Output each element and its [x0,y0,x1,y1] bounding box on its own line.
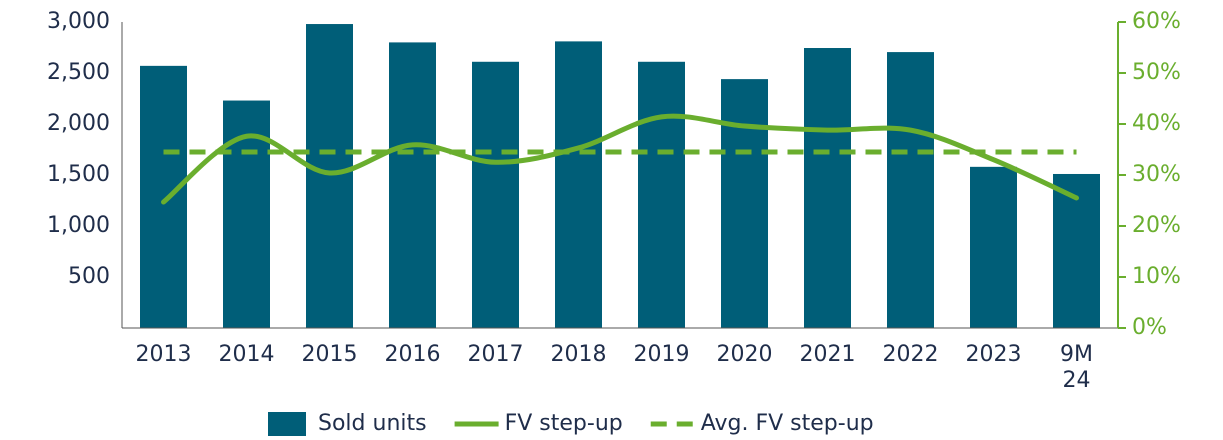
x-tick-label: 2019 [633,342,690,367]
legend-swatch [268,412,306,436]
y-tick-label: 1,000 [47,213,110,238]
legend-label: Avg. FV step-up [701,411,874,436]
x-tick-label: 2018 [550,342,607,367]
bar [555,41,602,328]
x-tick-label: 9M 24 [1060,342,1093,393]
x-tick-label: 2021 [799,342,856,367]
y2-tick-label: 50% [1132,60,1181,85]
x-tick-label: 2016 [384,342,441,367]
x-tick-label: 2014 [218,342,275,367]
x-tick-label: 2022 [882,342,939,367]
x-tick-label: 2017 [467,342,524,367]
y-tick-label: 3,000 [47,9,110,34]
legend-label: FV step-up [505,411,623,436]
bar [638,61,685,328]
x-tick-label: 2013 [135,342,192,367]
y2-tick-label: 40% [1132,111,1181,136]
bar [389,42,436,329]
bar [970,166,1017,328]
bar [721,79,768,329]
bar [804,48,851,328]
y2-tick-label: 20% [1132,213,1181,238]
y2-tick-label: 0% [1132,315,1167,340]
y2-tick-label: 30% [1132,162,1181,187]
bar [887,52,934,329]
y-tick-label: 1,500 [47,162,110,187]
y-tick-label: 500 [68,264,110,289]
fv-line [161,113,1079,205]
y-tick-label: 2,500 [47,60,110,85]
x-tick-label: 2023 [965,342,1022,367]
bar [472,61,519,328]
y-tick-label: 2,000 [47,111,110,136]
bar [140,65,187,329]
bar [306,24,353,328]
y2-tick-label: 10% [1132,264,1181,289]
x-tick-label: 2020 [716,342,773,367]
x-tick-label: 2015 [301,342,358,367]
legend-label: Sold units [318,411,427,436]
y2-tick-label: 60% [1132,9,1181,34]
